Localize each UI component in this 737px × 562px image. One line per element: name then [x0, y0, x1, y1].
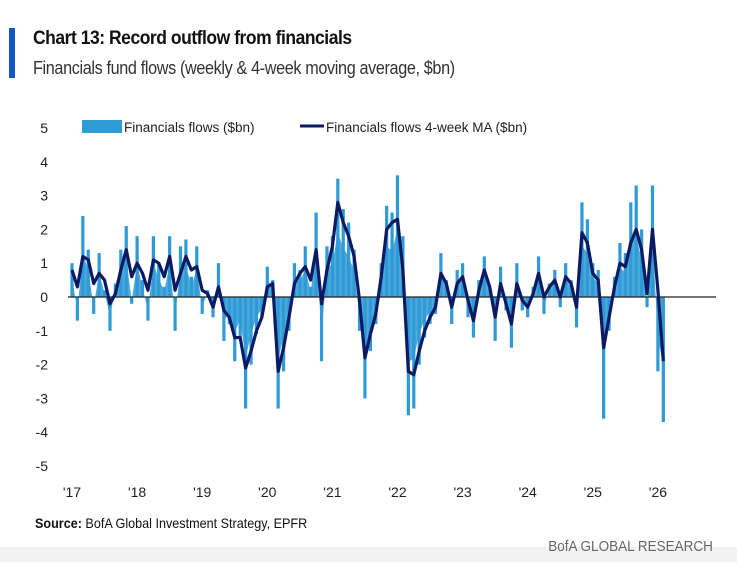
flows-bar	[309, 286, 313, 297]
y-tick-label: -2	[36, 357, 49, 373]
x-tick-label: '19	[193, 484, 211, 500]
flows-bar	[75, 297, 80, 321]
flows-bar	[124, 226, 128, 297]
flows-bar	[265, 266, 269, 297]
flows-bar	[146, 297, 150, 321]
flows-bar	[238, 297, 242, 338]
flows-bar	[482, 256, 486, 297]
chart-title: Chart 13: Record outflow from financials	[33, 28, 352, 49]
flows-bar	[352, 249, 356, 297]
x-tick-label: '17	[63, 484, 81, 500]
flows-bar	[244, 297, 248, 409]
legend-flows-swatch	[82, 120, 122, 133]
brand-label: BofA GLOBAL RESEARCH	[548, 538, 713, 555]
x-tick-label: '20	[258, 484, 276, 500]
flows-bar	[249, 297, 253, 365]
flows-bar	[298, 269, 302, 297]
flows-bar	[395, 175, 400, 297]
flows-bar	[515, 263, 519, 297]
y-tick-label: 2	[40, 221, 48, 237]
flows-bar	[466, 297, 470, 318]
legend-ma-label: Financials flows 4-week MA ($bn)	[326, 120, 527, 135]
y-tick-label: 4	[40, 154, 48, 170]
flows-bar	[92, 297, 96, 314]
flows-bar	[542, 297, 546, 314]
flows-bar	[640, 229, 644, 297]
flows-bar	[634, 185, 638, 297]
legend-flows-label: Financials flows ($bn)	[124, 120, 255, 135]
ma-series-line	[70, 200, 665, 377]
flows-bar	[423, 297, 427, 338]
chart-plot: 5 4 3 2 1 0 -1 -2 -3 -4 -5 '17 '18 '19 '20 '21 '22 '23 '2…	[36, 120, 716, 500]
flows-bar	[558, 297, 562, 308]
x-tick-label: '18	[128, 484, 146, 500]
flows-bar	[591, 263, 595, 297]
x-tick-label: '24	[519, 484, 537, 500]
y-tick-label: 0	[40, 289, 48, 305]
flows-bar	[390, 212, 394, 297]
flows-bar	[70, 263, 74, 297]
flows-bar	[200, 297, 204, 314]
flows-bar	[574, 297, 579, 328]
y-tick-label: -1	[36, 323, 49, 339]
x-tick-label: '26	[649, 484, 667, 500]
flows-bar	[233, 297, 237, 362]
flows-bar	[86, 249, 90, 297]
source-text: BofA Global Investment Strategy, EPFR	[85, 515, 308, 531]
flows-bar	[417, 297, 421, 365]
flows-bar	[184, 239, 188, 297]
source-note: Source: BofA Global Investment Strategy,…	[35, 515, 307, 531]
x-tick-label: '22	[388, 484, 406, 500]
flows-bar	[450, 297, 454, 325]
flows-bar	[623, 253, 627, 297]
flows-bar	[645, 297, 649, 308]
flows-bar	[222, 297, 226, 341]
y-tick-label: 5	[40, 120, 48, 136]
flows-bar	[656, 297, 660, 372]
flows-bar	[319, 297, 324, 362]
footer-bar	[0, 547, 737, 562]
flows-bar	[303, 246, 307, 297]
source-label: Source:	[35, 515, 82, 531]
flows-bar	[260, 297, 264, 318]
y-tick-label: -3	[36, 390, 49, 406]
flows-bar	[173, 297, 177, 331]
flows-bar	[498, 266, 503, 297]
flows-bar	[254, 297, 259, 335]
title-accent-bar	[9, 28, 15, 78]
flows-bar	[108, 297, 112, 331]
flows-bar	[493, 297, 497, 341]
flows-bar	[281, 297, 286, 372]
flows-bar	[162, 286, 166, 297]
flows-bar	[602, 297, 606, 419]
chart-subtitle: Financials fund flows (weekly & 4-week m…	[33, 58, 455, 78]
flows-bar	[168, 236, 172, 297]
flows-bar	[385, 205, 389, 297]
flows-bar	[520, 297, 524, 311]
flows-bar	[189, 276, 193, 297]
flows-bar	[368, 297, 372, 352]
flows-bar	[341, 209, 345, 297]
x-tick-label: '23	[453, 484, 471, 500]
flows-bar	[130, 297, 134, 304]
flows-bar	[102, 290, 107, 297]
flows-bar	[412, 297, 416, 409]
y-tick-label: 3	[40, 188, 48, 204]
flows-area	[72, 230, 664, 366]
x-tick-label: '25	[584, 484, 602, 500]
flows-bar	[428, 297, 432, 325]
y-tick-label: -4	[36, 424, 49, 440]
flows-bar	[336, 178, 340, 297]
flows-bar	[157, 263, 161, 297]
x-tick-label: '21	[323, 484, 341, 500]
y-tick-label: -5	[36, 458, 49, 474]
flows-bar	[216, 263, 221, 297]
flows-bar	[585, 219, 589, 297]
flows-bar	[140, 280, 145, 297]
legend: Financials flows ($bn) Financials flows …	[82, 120, 527, 135]
flows-bar	[330, 236, 334, 297]
flows-bar	[347, 222, 351, 297]
y-tick-label: 1	[40, 255, 48, 271]
flows-bar	[227, 297, 231, 325]
